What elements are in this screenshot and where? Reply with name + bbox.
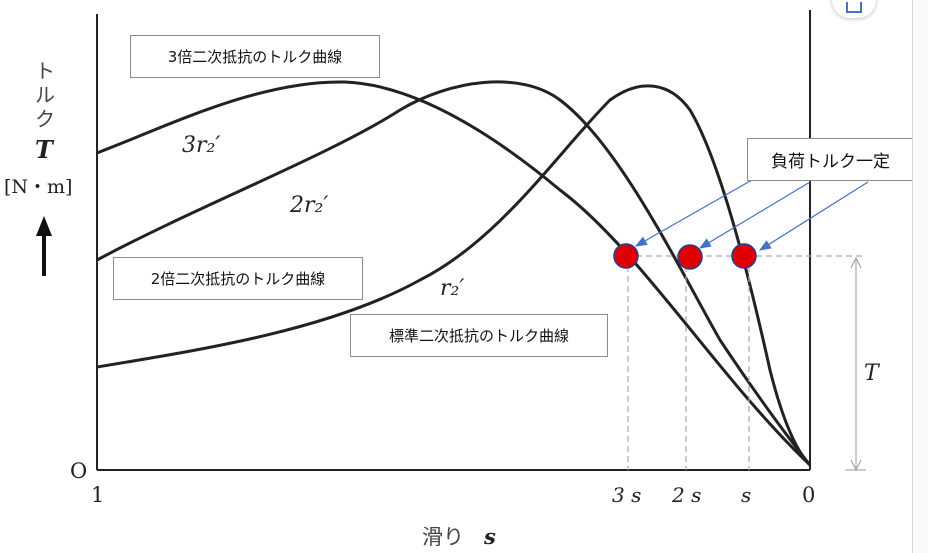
- callout-double-text: 2倍二次抵抗のトルク曲線: [150, 270, 326, 288]
- arrow-to-3s: [634, 179, 753, 247]
- callout-standard-text: 標準二次抵抗のトルク曲線: [388, 327, 569, 345]
- operating-point-2s: [677, 244, 703, 270]
- operating-point-s: [731, 243, 757, 269]
- callout-standard-resistance[interactable]: 標準二次抵抗のトルク曲線: [350, 314, 608, 357]
- callout-constant-load[interactable]: 負荷トルク一定: [747, 138, 914, 181]
- y-axis-unit: [N・m]: [4, 176, 72, 198]
- curve-r2: [96, 84, 812, 467]
- x-tick-0: 0: [802, 483, 815, 507]
- operating-point-3s: [613, 243, 639, 269]
- up-arrow-icon: [36, 216, 52, 276]
- y-label-char-1: ル: [35, 83, 55, 107]
- callout-load-text: 負荷トルク一定: [771, 152, 890, 172]
- origin-label: O: [70, 459, 87, 483]
- curve-label-2r2: 2r₂′: [289, 193, 328, 218]
- x-axis-symbol: s: [483, 524, 496, 549]
- curve-label-r2: r₂′: [440, 276, 464, 301]
- x-tick-2s: 2 s: [671, 483, 701, 507]
- curve-2r2: [96, 80, 812, 466]
- callout-triple-resistance[interactable]: 3倍二次抵抗のトルク曲線: [130, 35, 380, 78]
- arrow-to-2s: [698, 181, 811, 249]
- torque-marker-label: T: [864, 361, 881, 386]
- callout-triple-text: 3倍二次抵抗のトルク曲線: [167, 48, 343, 66]
- callout-double-resistance[interactable]: 2倍二次抵抗のトルク曲線: [113, 257, 363, 300]
- curve-3r2: [96, 80, 812, 467]
- x-tick-s: s: [741, 483, 751, 507]
- corner-button[interactable]: [832, 0, 876, 18]
- curve-label-3r2: 3r₂′: [182, 133, 220, 158]
- sheet-edge: [912, 0, 928, 553]
- y-label-char-0: ト: [35, 59, 55, 83]
- x-axis-label: 滑り: [422, 525, 464, 549]
- y-label-char-2: ク: [35, 107, 55, 131]
- share-icon: [846, 2, 862, 13]
- x-tick-1: 1: [91, 483, 104, 507]
- y-axis-symbol: T: [35, 135, 55, 164]
- x-tick-3s: 3 s: [612, 483, 641, 507]
- arrow-to-s: [758, 181, 869, 251]
